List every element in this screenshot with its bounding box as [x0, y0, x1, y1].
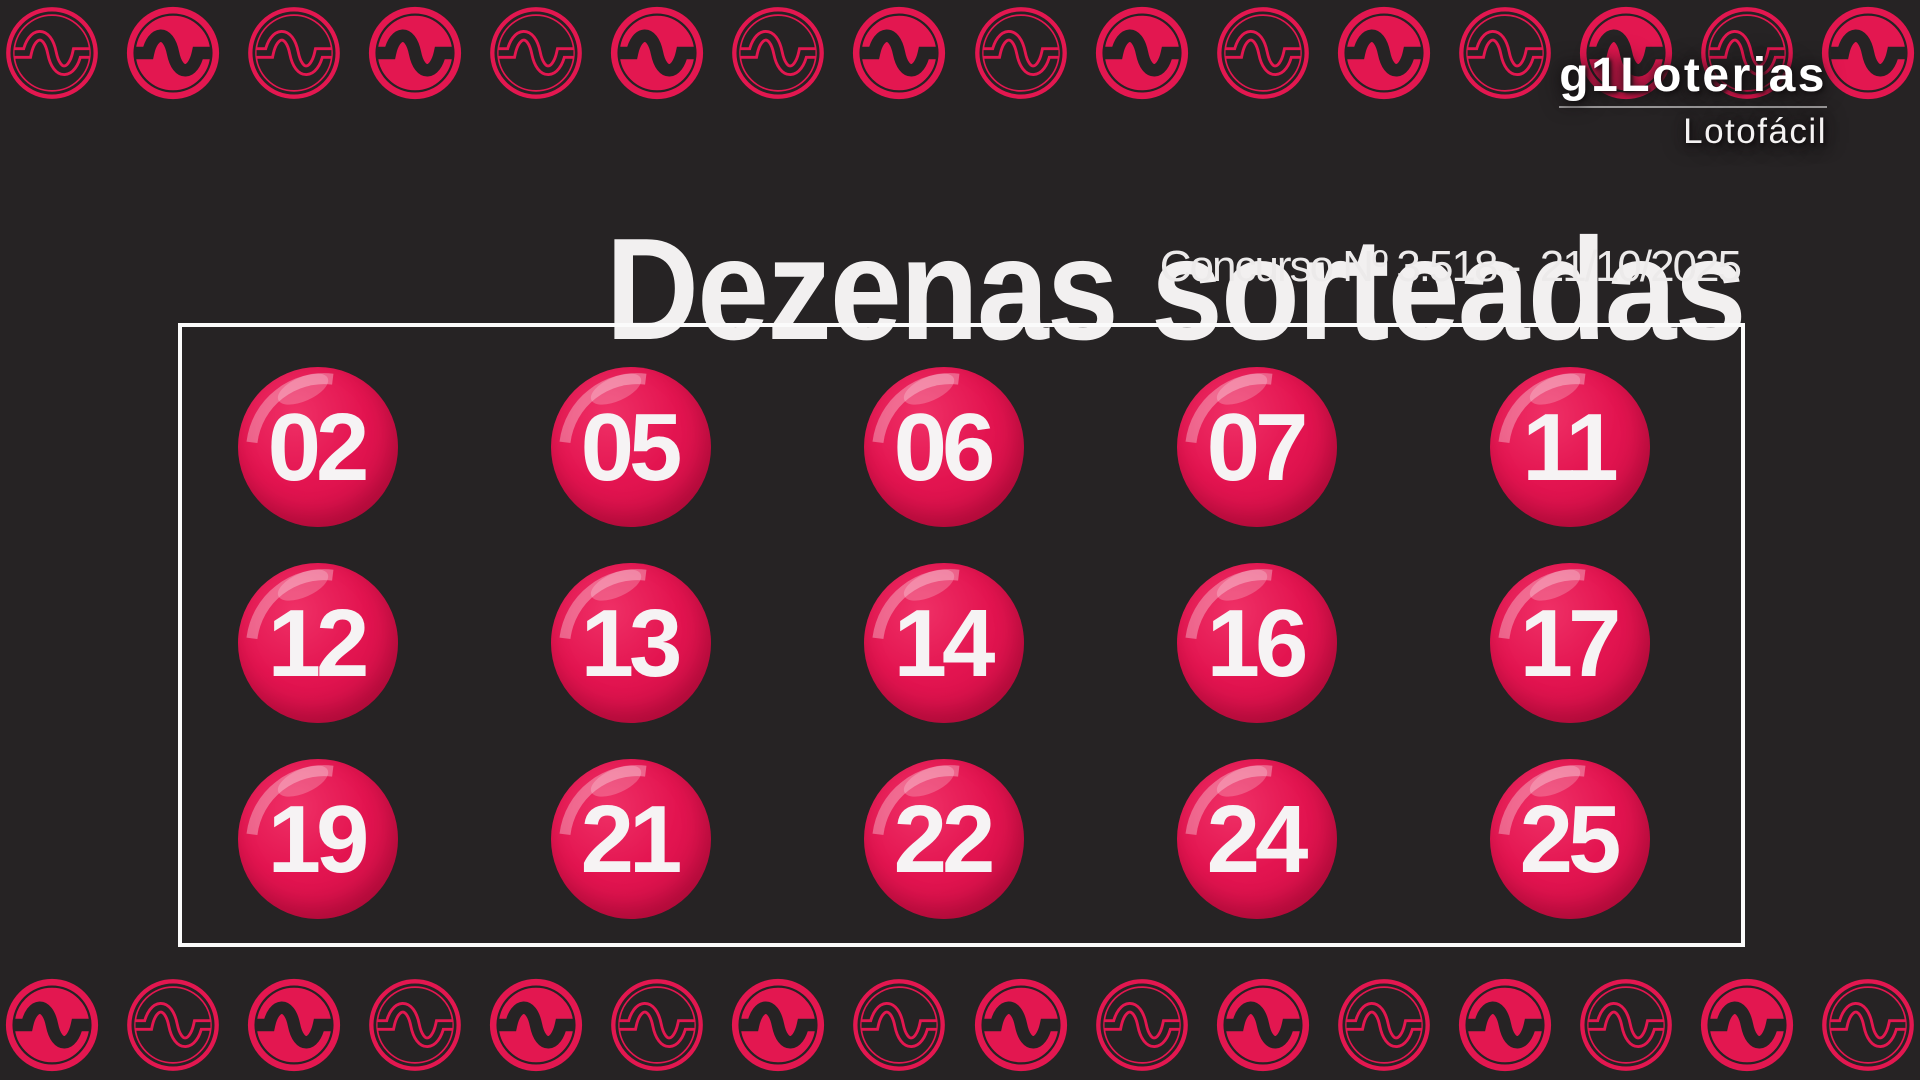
- money-squiggle-coin-icon-filled: [4, 977, 100, 1073]
- lottery-ball: 21: [551, 759, 711, 919]
- ball-number: 24: [1206, 786, 1309, 893]
- money-squiggle-coin-icon-outline: [4, 5, 100, 101]
- g1-loterias-logo: g1Loterias Lotofácil: [1559, 52, 1827, 149]
- ball-number: 12: [267, 590, 370, 697]
- money-squiggle-coin-icon-outline: [1820, 977, 1916, 1073]
- lottery-ball: 02: [238, 367, 398, 527]
- lottery-ball: 24: [1177, 759, 1337, 919]
- ball-number: 22: [893, 786, 996, 893]
- money-squiggle-coin-icon-outline: [246, 5, 342, 101]
- logo-brand-text: g1Loterias: [1559, 49, 1827, 102]
- money-squiggle-coin-icon-filled: [246, 977, 342, 1073]
- ball-number: 19: [267, 786, 370, 893]
- money-squiggle-coin-icon-filled: [1820, 5, 1916, 101]
- ball-number: 06: [893, 394, 996, 501]
- money-squiggle-coin-icon-outline: [973, 5, 1069, 101]
- top-coin-strip: [4, 5, 1916, 101]
- lottery-ball: 22: [864, 759, 1024, 919]
- logo-divider: [1559, 106, 1827, 108]
- money-squiggle-coin-icon-outline: [1336, 977, 1432, 1073]
- money-squiggle-coin-icon-outline: [1215, 5, 1311, 101]
- lottery-ball: 17: [1490, 563, 1650, 723]
- money-squiggle-coin-icon-filled: [1699, 977, 1795, 1073]
- page-title: Dezenas sorteadas: [606, 208, 1747, 371]
- money-squiggle-coin-icon-outline: [125, 977, 221, 1073]
- numbers-board: 02 05 06 07 11 12 13 14 16 17 19 21 22 24 25: [178, 323, 1745, 947]
- lottery-ball: 19: [238, 759, 398, 919]
- money-squiggle-coin-icon-filled: [488, 977, 584, 1073]
- bottom-coin-strip: [4, 977, 1916, 1073]
- ball-number: 25: [1519, 786, 1622, 893]
- money-squiggle-coin-icon-outline: [1578, 977, 1674, 1073]
- ball-number: 17: [1519, 590, 1622, 697]
- lottery-ball: 16: [1177, 563, 1337, 723]
- money-squiggle-coin-icon-outline: [1699, 5, 1795, 101]
- money-squiggle-coin-icon-filled: [609, 5, 705, 101]
- ball-number: 21: [580, 786, 683, 893]
- money-squiggle-coin-icon-filled: [1215, 977, 1311, 1073]
- money-squiggle-coin-icon-outline: [1094, 977, 1190, 1073]
- lottery-ball: 25: [1490, 759, 1650, 919]
- money-squiggle-coin-icon-filled: [367, 5, 463, 101]
- ball-number: 14: [893, 590, 996, 697]
- money-squiggle-coin-icon-outline: [1457, 5, 1553, 101]
- lottery-ball: 14: [864, 563, 1024, 723]
- money-squiggle-coin-icon-outline: [488, 5, 584, 101]
- ball-number: 07: [1206, 394, 1309, 501]
- logo-product-text: Lotofácil: [1683, 112, 1827, 151]
- lottery-ball: 07: [1177, 367, 1337, 527]
- money-squiggle-coin-icon-outline: [851, 977, 947, 1073]
- money-squiggle-coin-icon-filled: [973, 977, 1069, 1073]
- money-squiggle-coin-icon-outline: [367, 977, 463, 1073]
- money-squiggle-coin-icon-filled: [1578, 5, 1674, 101]
- ball-number: 02: [267, 394, 370, 501]
- lottery-ball: 13: [551, 563, 711, 723]
- numbers-grid: 02 05 06 07 11 12 13 14 16 17 19 21 22 24 25: [182, 327, 1741, 919]
- ball-number: 11: [1522, 394, 1619, 501]
- ball-number: 13: [580, 590, 683, 697]
- lottery-ball: 11: [1490, 367, 1650, 527]
- money-squiggle-coin-icon-outline: [730, 5, 826, 101]
- lottery-ball: 12: [238, 563, 398, 723]
- lottery-ball: 05: [551, 367, 711, 527]
- money-squiggle-coin-icon-filled: [1457, 977, 1553, 1073]
- ball-number: 16: [1206, 590, 1309, 697]
- money-squiggle-coin-icon-outline: [609, 977, 705, 1073]
- money-squiggle-coin-icon-filled: [125, 5, 221, 101]
- money-squiggle-coin-icon-filled: [851, 5, 947, 101]
- lottery-ball: 06: [864, 367, 1024, 527]
- money-squiggle-coin-icon-filled: [1094, 5, 1190, 101]
- ball-number: 05: [580, 394, 683, 501]
- draw-info: Concurso Nº 3.518 - 21/10/2025: [1159, 242, 1742, 291]
- money-squiggle-coin-icon-filled: [730, 977, 826, 1073]
- money-squiggle-coin-icon-filled: [1336, 5, 1432, 101]
